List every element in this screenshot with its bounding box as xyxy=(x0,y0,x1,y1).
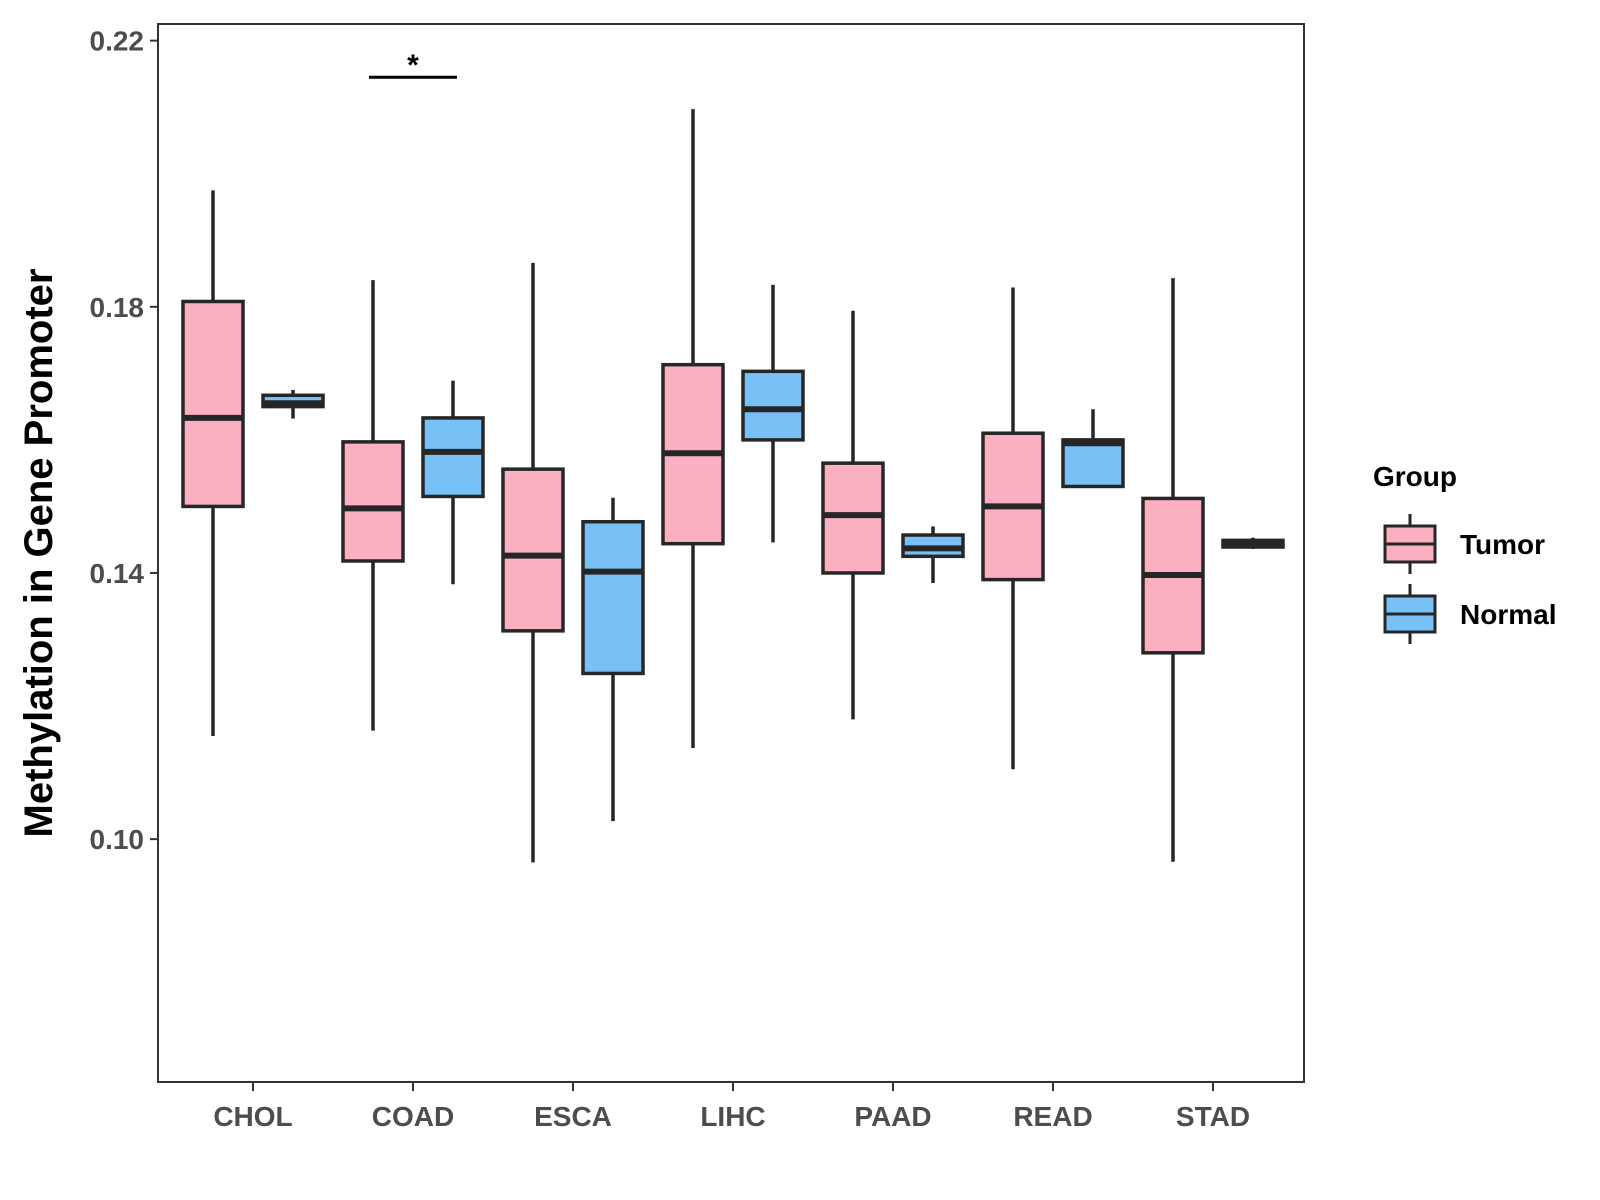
box-iqr xyxy=(341,440,405,563)
box-normal-esca xyxy=(581,497,645,822)
y-tick-label: 0.18 xyxy=(90,292,145,323)
x-tick-label: PAAD xyxy=(854,1101,931,1132)
box-tumor-read xyxy=(981,287,1045,770)
x-tick-label: LIHC xyxy=(700,1101,765,1132)
box-group xyxy=(181,109,1285,863)
box-tumor-coad xyxy=(341,280,405,731)
legend: Group Tumor Normal xyxy=(1373,461,1556,644)
box-iqr xyxy=(501,467,565,633)
legend-item-tumor: Tumor xyxy=(1383,514,1545,574)
box-iqr xyxy=(421,416,485,499)
y-tick-label: 0.10 xyxy=(90,824,145,855)
box-tumor-esca xyxy=(501,262,565,863)
box-iqr xyxy=(181,299,245,509)
box-normal-chol xyxy=(261,389,325,419)
legend-item-normal: Normal xyxy=(1383,584,1556,644)
box-tumor-chol xyxy=(181,190,245,736)
legend-label: Tumor xyxy=(1460,529,1545,560)
box-normal-lihc xyxy=(741,284,805,543)
plot-panel xyxy=(157,23,1305,1083)
legend-title: Group xyxy=(1373,461,1457,492)
y-tick-label: 0.22 xyxy=(90,26,145,57)
significance-annotations: * xyxy=(369,49,457,82)
box-normal-coad xyxy=(421,380,485,585)
box-tumor-paad xyxy=(821,310,885,720)
box-iqr xyxy=(1061,438,1125,489)
y-tick-label: 0.14 xyxy=(90,558,145,589)
significance-label: * xyxy=(407,49,419,82)
box-tumor-lihc xyxy=(661,109,725,748)
legend-label: Normal xyxy=(1460,599,1556,630)
x-tick-label: COAD xyxy=(372,1101,454,1132)
x-tick-label: CHOL xyxy=(213,1101,292,1132)
x-tick-label: READ xyxy=(1013,1101,1092,1132)
box-tumor-stad xyxy=(1141,278,1205,862)
box-normal-stad xyxy=(1221,537,1285,550)
box-normal-paad xyxy=(901,526,965,583)
x-tick-label: STAD xyxy=(1176,1101,1250,1132)
x-axis: CHOL COAD ESCA LIHC PAAD READ STAD xyxy=(213,1082,1250,1132)
box-iqr xyxy=(581,519,645,676)
x-tick-label: ESCA xyxy=(534,1101,612,1132)
box-iqr xyxy=(741,369,805,442)
y-axis: 0.10 0.14 0.18 0.22 xyxy=(90,26,158,855)
y-axis-title: Methylation in Gene Promoter xyxy=(17,269,61,838)
box-normal-read xyxy=(1061,409,1125,489)
